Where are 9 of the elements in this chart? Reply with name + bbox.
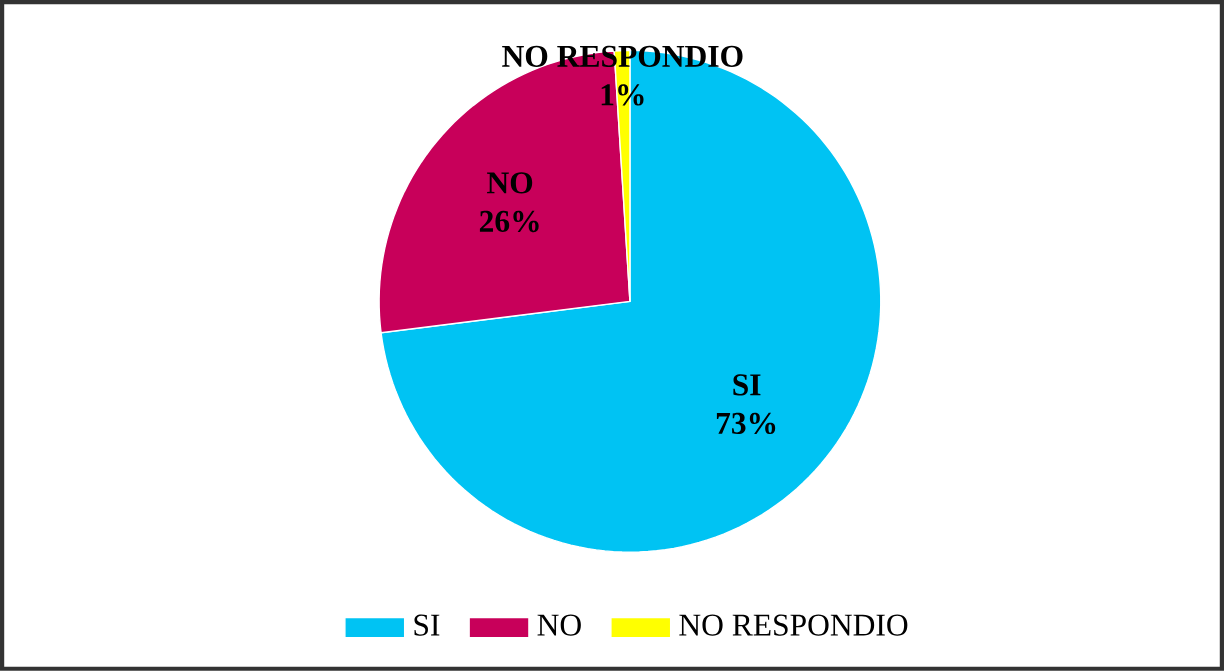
data-label: 26% bbox=[479, 210, 539, 233]
data-label: 1% bbox=[601, 84, 644, 106]
legend-label: SI bbox=[414, 614, 440, 636]
slice-label: NO RESPONDIO bbox=[502, 45, 743, 68]
data-label: 73% bbox=[716, 412, 776, 435]
slice-label: NO bbox=[487, 172, 533, 194]
legend-label: NO bbox=[537, 614, 581, 636]
slice-label: SI bbox=[733, 374, 761, 396]
legend-label: NO RESPONDIO bbox=[679, 614, 908, 636]
